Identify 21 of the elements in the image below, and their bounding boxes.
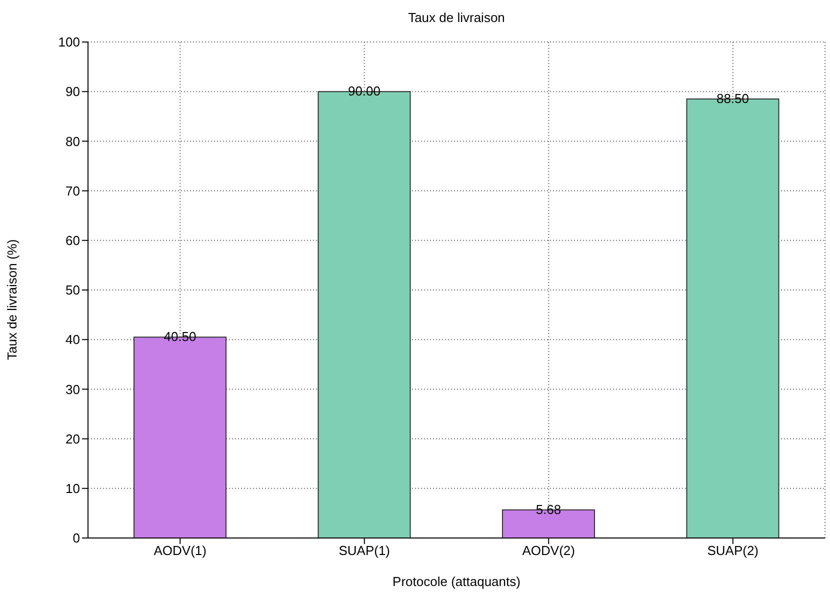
data-label: 40.50: [164, 329, 196, 344]
x-tick-label: SUAP(1): [338, 543, 390, 558]
y-tick-label: 20: [66, 431, 80, 446]
chart-title: Taux de livraison: [407, 10, 506, 25]
y-axis-title: Taux de livraison (%): [4, 239, 20, 360]
y-tick-label: 70: [66, 183, 80, 198]
x-tick-label: AODV(2): [522, 543, 575, 558]
y-tick-label: 40: [66, 332, 80, 348]
y-tick-label: 0: [72, 530, 80, 546]
x-axis-title: Protocole (attaquants): [392, 574, 520, 589]
data-label: 5.68: [536, 502, 562, 517]
y-tick-label: 60: [66, 233, 80, 248]
y-tick-label: 90: [66, 84, 80, 100]
y-tick-label: 50: [66, 282, 80, 298]
y-tick-label: 80: [66, 134, 80, 149]
y-tick-label: 30: [66, 382, 80, 397]
y-tick-label: 100: [58, 34, 80, 50]
x-tick-label: AODV(1): [154, 543, 206, 558]
y-tick-label: 10: [66, 481, 80, 496]
x-tick-label: SUAP(2): [707, 543, 759, 558]
data-label: 88.50: [716, 91, 750, 106]
